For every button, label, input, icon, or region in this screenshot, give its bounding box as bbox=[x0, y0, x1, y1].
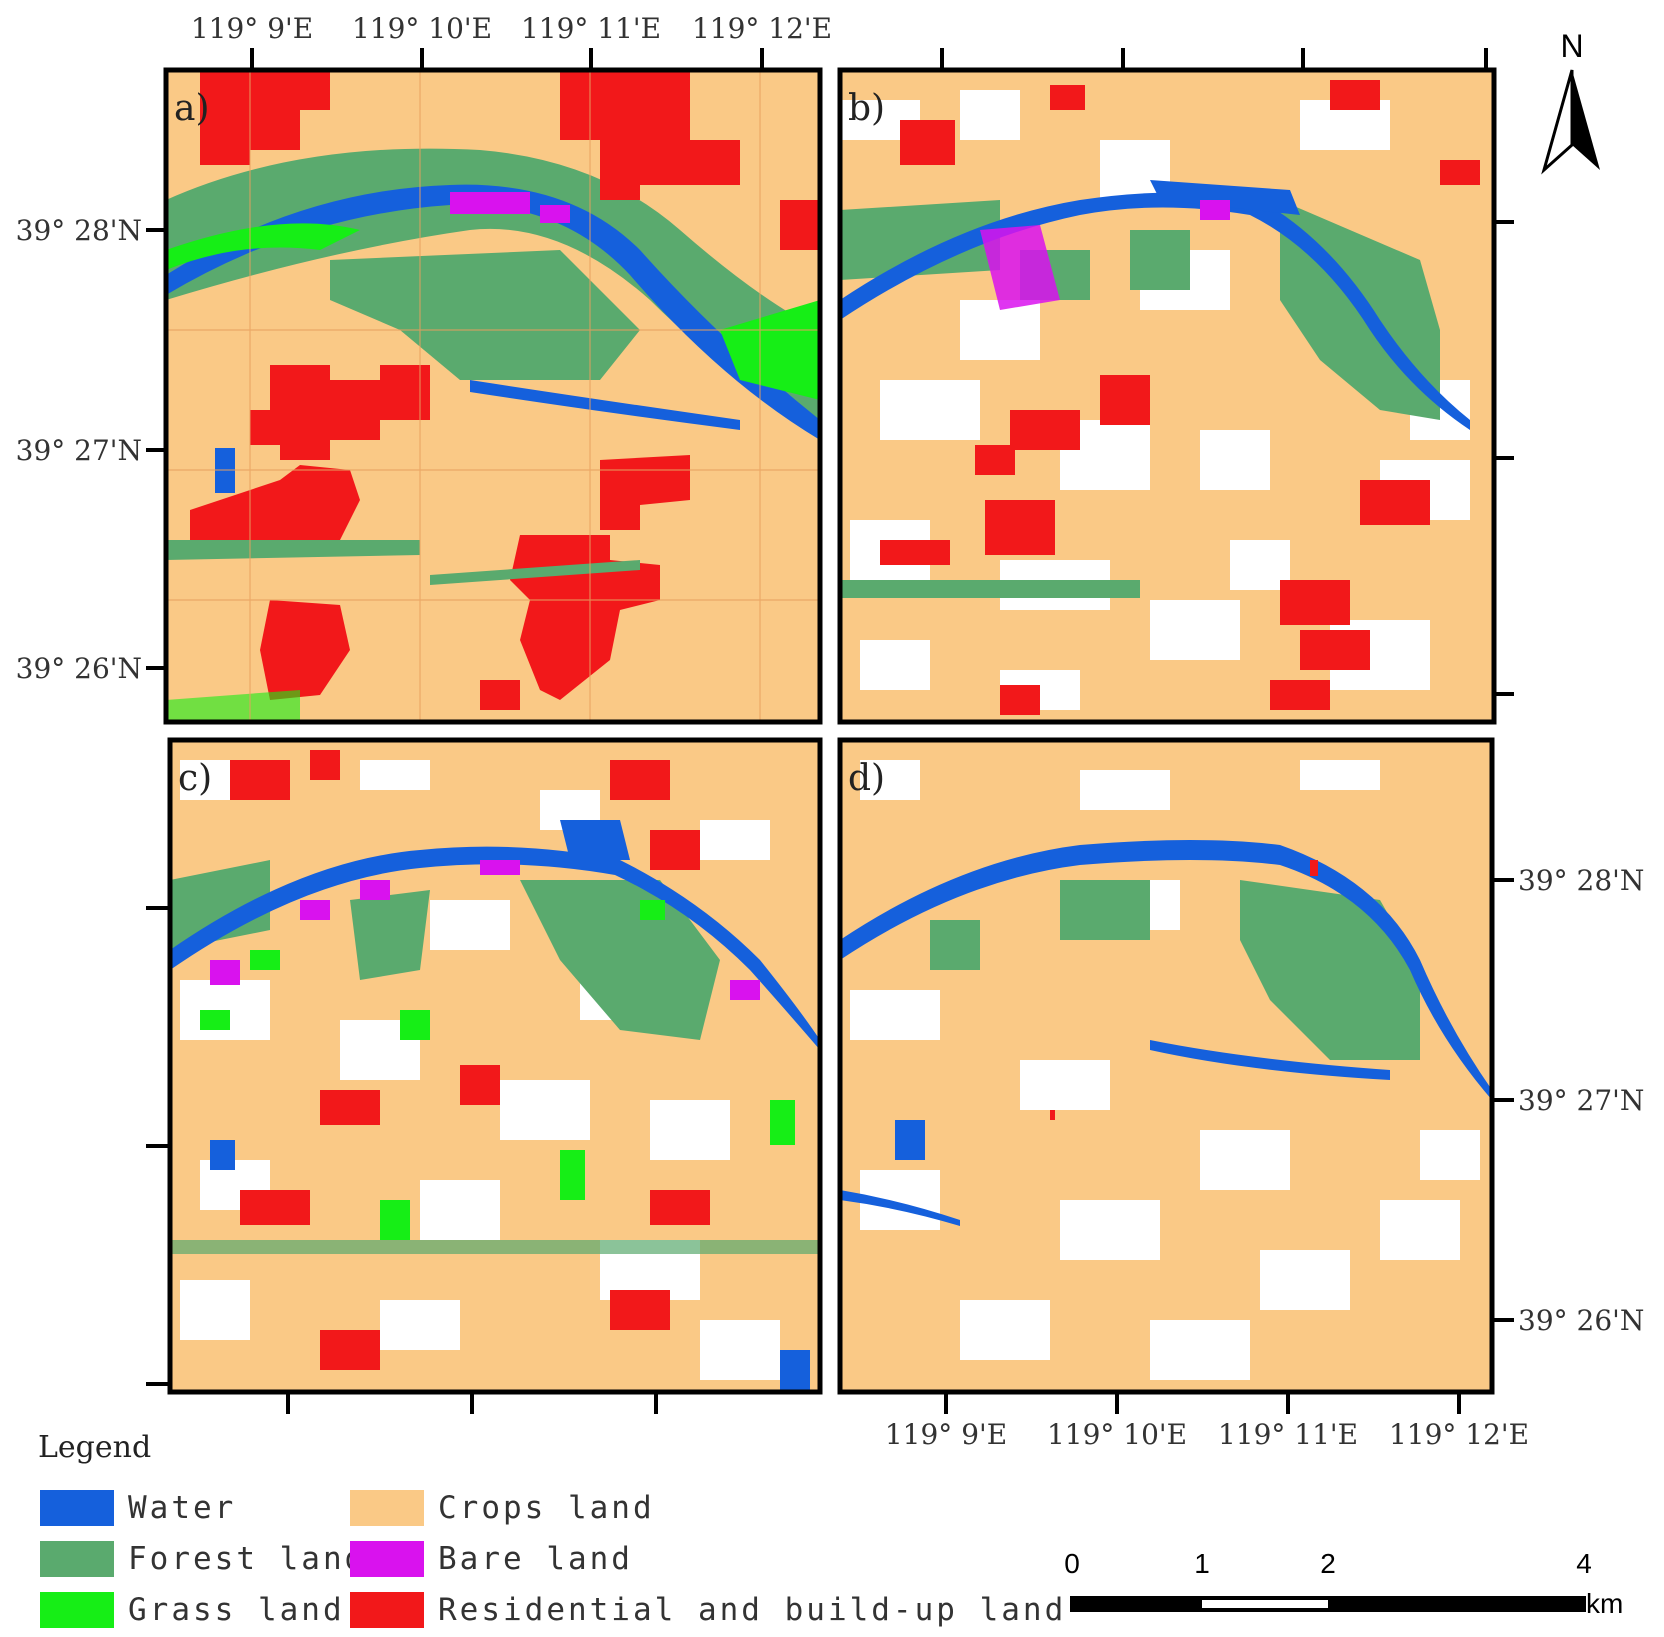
scale-tick-label: 2 bbox=[1320, 1548, 1336, 1579]
right-lat-label: 39° 28'N bbox=[1518, 864, 1644, 897]
legend-label: Forest land bbox=[128, 1541, 367, 1577]
top-lon-label: 119° 10'E bbox=[352, 12, 492, 45]
legend-label: Bare land bbox=[438, 1541, 633, 1577]
bottom-lon-label: 119° 11'E bbox=[1218, 1418, 1358, 1451]
panel-a bbox=[166, 70, 820, 722]
legend-swatch bbox=[350, 1541, 424, 1577]
legend-item-crops: Crops land bbox=[350, 1490, 655, 1526]
bottom-axis-ticks bbox=[286, 1392, 1461, 1414]
legend-label: Crops land bbox=[438, 1490, 655, 1526]
legend-title: Legend bbox=[38, 1430, 152, 1465]
left-lat-label: 39° 28'N bbox=[16, 214, 142, 247]
legend-item-bare: Bare land bbox=[350, 1541, 633, 1577]
panel-c bbox=[170, 740, 820, 1392]
panel-label-d: d) bbox=[848, 758, 885, 799]
top-axis-ticks bbox=[250, 48, 1488, 70]
legend-swatch bbox=[40, 1490, 114, 1526]
top-lon-label: 119° 11'E bbox=[521, 12, 661, 45]
left-lat-label: 39° 26'N bbox=[16, 652, 142, 685]
legend-swatch bbox=[350, 1490, 424, 1526]
north-arrow-icon bbox=[1541, 69, 1600, 175]
panel-a-frame bbox=[163, 67, 823, 725]
legend-label: Water bbox=[128, 1490, 237, 1526]
right-lat-label: 39° 27'N bbox=[1518, 1084, 1644, 1117]
bottom-lon-label: 119° 12'E bbox=[1389, 1418, 1529, 1451]
panel-d bbox=[840, 740, 1492, 1392]
north-label: N bbox=[1560, 28, 1584, 64]
top-lon-label: 119° 9'E bbox=[191, 12, 313, 45]
legend-label: Residential and build-up land bbox=[438, 1592, 1067, 1628]
panel-b-frame bbox=[837, 67, 1497, 725]
scale-bar bbox=[1070, 1596, 1586, 1612]
right-axis-ticks bbox=[1492, 220, 1514, 1322]
panel-label-a: a) bbox=[174, 88, 210, 129]
panel-d-frame bbox=[837, 737, 1495, 1395]
top-lon-label: 119° 12'E bbox=[692, 12, 832, 45]
scale-tick-label: 0 bbox=[1064, 1548, 1080, 1579]
legend-item-forest: Forest land bbox=[40, 1541, 366, 1577]
legend-label: Grass land bbox=[128, 1592, 345, 1628]
legend-swatch bbox=[350, 1592, 424, 1628]
left-axis-ticks bbox=[146, 228, 170, 1386]
legend-swatch bbox=[40, 1592, 114, 1628]
right-lat-label: 39° 26'N bbox=[1518, 1304, 1644, 1337]
legend-item-grass: Grass land bbox=[40, 1592, 345, 1628]
panel-b bbox=[840, 70, 1494, 722]
scale-tick-label: 4 bbox=[1576, 1548, 1592, 1579]
left-lat-label: 39° 27'N bbox=[16, 434, 142, 467]
panel-label-c: c) bbox=[178, 758, 212, 799]
legend-item-residential: Residential and build-up land bbox=[350, 1592, 1066, 1628]
north-arrow: N bbox=[1540, 28, 1604, 179]
scale-unit: km bbox=[1586, 1588, 1624, 1619]
legend-swatch bbox=[40, 1541, 114, 1577]
panel-label-b: b) bbox=[848, 88, 885, 129]
bottom-lon-label: 119° 10'E bbox=[1047, 1418, 1187, 1451]
bottom-lon-label: 119° 9'E bbox=[885, 1418, 1007, 1451]
scale-tick-label: 1 bbox=[1194, 1548, 1210, 1579]
legend-item-water: Water bbox=[40, 1490, 236, 1526]
panel-c-frame bbox=[167, 737, 823, 1395]
